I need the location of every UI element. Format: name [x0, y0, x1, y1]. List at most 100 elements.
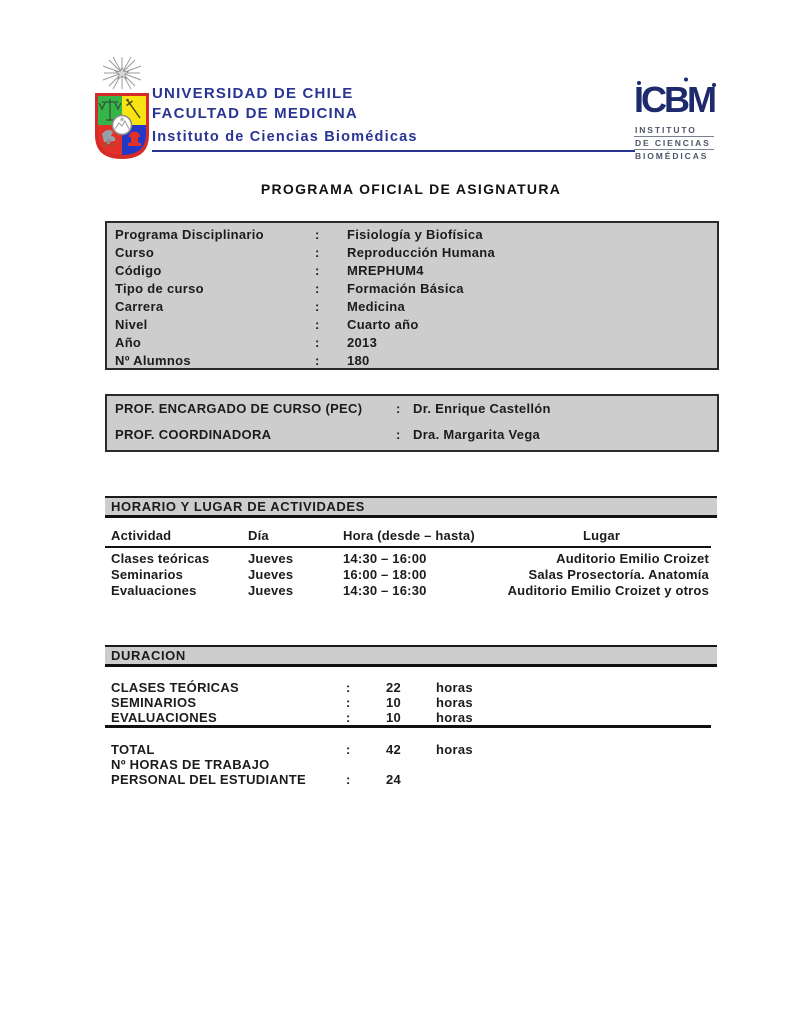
duration-row: SEMINARIOS : 10 horas	[105, 695, 711, 710]
info-separator: :	[315, 227, 320, 242]
student-work-row-1: Nº HORAS DE TRABAJO	[105, 757, 711, 772]
schedule-actividad: Evaluaciones	[111, 583, 197, 598]
professor-label: PROF. COORDINADORA	[115, 427, 272, 442]
schedule-hora: 14:30 – 16:00	[343, 551, 427, 566]
total-hours: 42	[386, 742, 402, 757]
icbm-caption-line: INSTITUTO	[634, 124, 714, 137]
column-lugar: Lugar	[583, 528, 621, 543]
duration-hours: 10	[386, 710, 402, 725]
schedule-hora: 16:00 – 18:00	[343, 567, 427, 582]
duration-separator: :	[346, 680, 351, 695]
info-value: Fisiología y Biofísica	[347, 227, 483, 242]
icbm-caption-line: DE CIENCIAS	[634, 137, 714, 150]
schedule-lugar: Auditorio Emilio Croizet y otros	[507, 583, 709, 598]
total-separator: :	[346, 742, 351, 757]
professor-separator: :	[396, 401, 401, 416]
info-row: Tipo de curso : Formación Básica	[107, 281, 717, 299]
header-underline	[152, 150, 635, 152]
duration-unit: horas	[436, 710, 473, 725]
duration-label: CLASES TEÓRICAS	[111, 680, 240, 695]
duration-unit: horas	[436, 680, 473, 695]
icbm-logo: ICBM INSTITUTO DE CIENCIAS BIOMÉDICAS	[634, 76, 718, 162]
info-value: Formación Básica	[347, 281, 464, 296]
professor-label: PROF. ENCARGADO DE CURSO (PEC)	[115, 401, 363, 416]
info-separator: :	[315, 299, 320, 314]
duration-separator: :	[346, 710, 351, 725]
icbm-caption-line: BIOMÉDICAS	[635, 151, 709, 161]
schedule-section-header: HORARIO Y LUGAR DE ACTIVIDADES	[105, 496, 717, 518]
student-work-hours: 24	[386, 772, 402, 787]
duration-unit: horas	[436, 695, 473, 710]
schedule-dia: Jueves	[248, 551, 294, 566]
info-row: Curso : Reproducción Humana	[107, 245, 717, 263]
schedule-lugar: Auditorio Emilio Croizet	[556, 551, 709, 566]
info-separator: :	[315, 317, 320, 332]
icbm-monogram-icon: ICBM	[634, 77, 718, 120]
info-value: Cuarto año	[347, 317, 419, 332]
column-hora: Hora (desde – hasta)	[343, 528, 475, 543]
professor-separator: :	[396, 427, 401, 442]
schedule-hora: 14:30 – 16:30	[343, 583, 427, 598]
info-label: Nº Alumnos	[115, 353, 191, 368]
professor-row: PROF. ENCARGADO DE CURSO (PEC) : Dr. Enr…	[107, 401, 717, 419]
student-work-separator: :	[346, 772, 351, 787]
info-value: 180	[347, 353, 370, 368]
duration-rule	[105, 725, 711, 728]
professor-name: Dr. Enrique Castellón	[413, 401, 551, 416]
duration-row: CLASES TEÓRICAS : 22 horas	[105, 680, 711, 695]
svg-text:ICBM: ICBM	[634, 79, 715, 118]
info-value: 2013	[347, 335, 378, 350]
schedule-actividad: Seminarios	[111, 567, 184, 582]
info-row: Programa Disciplinario : Fisiología y Bi…	[107, 227, 717, 245]
schedule-dia: Jueves	[248, 583, 294, 598]
student-work-label-2: PERSONAL DEL ESTUDIANTE	[111, 772, 306, 787]
schedule-dia: Jueves	[248, 567, 294, 582]
duration-section-header: DURACION	[105, 645, 717, 667]
schedule-row: Seminarios Jueves 16:00 – 18:00 Salas Pr…	[105, 567, 711, 583]
course-info-box: Programa Disciplinario : Fisiología y Bi…	[105, 221, 719, 370]
professors-box: PROF. ENCARGADO DE CURSO (PEC) : Dr. Enr…	[105, 394, 719, 452]
info-separator: :	[315, 335, 320, 350]
info-value: MREPHUM4	[347, 263, 424, 278]
duration-row: EVALUACIONES : 10 horas	[105, 710, 711, 725]
info-value: Medicina	[347, 299, 406, 314]
institute-name: Instituto de Ciencias Biomédicas	[152, 129, 418, 145]
info-row: Nivel : Cuarto año	[107, 317, 717, 335]
schedule-lugar: Salas Prosectoría. Anatomía	[528, 567, 709, 582]
info-separator: :	[315, 281, 320, 296]
university-crest-icon	[88, 55, 156, 163]
student-work-row-2: PERSONAL DEL ESTUDIANTE : 24	[105, 772, 711, 787]
info-separator: :	[315, 353, 320, 368]
column-dia: Día	[248, 528, 269, 543]
info-label: Nivel	[115, 317, 148, 332]
info-label: Programa Disciplinario	[115, 227, 264, 242]
total-label: TOTAL	[111, 742, 155, 757]
schedule-actividad: Clases teóricas	[111, 551, 210, 566]
schedule-header-rule	[105, 546, 711, 548]
info-label: Año	[115, 335, 142, 350]
info-separator: :	[315, 245, 320, 260]
info-label: Curso	[115, 245, 155, 260]
duration-separator: :	[346, 695, 351, 710]
schedule-row: Clases teóricas Jueves 14:30 – 16:00 Aud…	[105, 551, 711, 567]
info-row: Código : MREPHUM4	[107, 263, 717, 281]
total-unit: horas	[436, 742, 473, 757]
duration-label: SEMINARIOS	[111, 695, 197, 710]
info-row: Carrera : Medicina	[107, 299, 717, 317]
info-row: Nº Alumnos : 180	[107, 353, 717, 371]
faculty-name: FACULTAD DE MEDICINA	[152, 105, 358, 122]
info-label: Carrera	[115, 299, 164, 314]
page-title: PROGRAMA OFICIAL DE ASIGNATURA	[260, 181, 562, 197]
info-label: Tipo de curso	[115, 281, 204, 296]
professor-name: Dra. Margarita Vega	[413, 427, 541, 442]
info-row: Año : 2013	[107, 335, 717, 353]
schedule-row: Evaluaciones Jueves 14:30 – 16:30 Audito…	[105, 583, 711, 599]
info-label: Código	[115, 263, 162, 278]
student-work-label-1: Nº HORAS DE TRABAJO	[111, 757, 270, 772]
header-text-block: UNIVERSIDAD DE CHILE FACULTAD DE MEDICIN…	[152, 84, 418, 147]
info-value: Reproducción Humana	[347, 245, 495, 260]
duration-hours: 10	[386, 695, 402, 710]
info-separator: :	[315, 263, 320, 278]
university-name: UNIVERSIDAD DE CHILE	[152, 85, 354, 102]
